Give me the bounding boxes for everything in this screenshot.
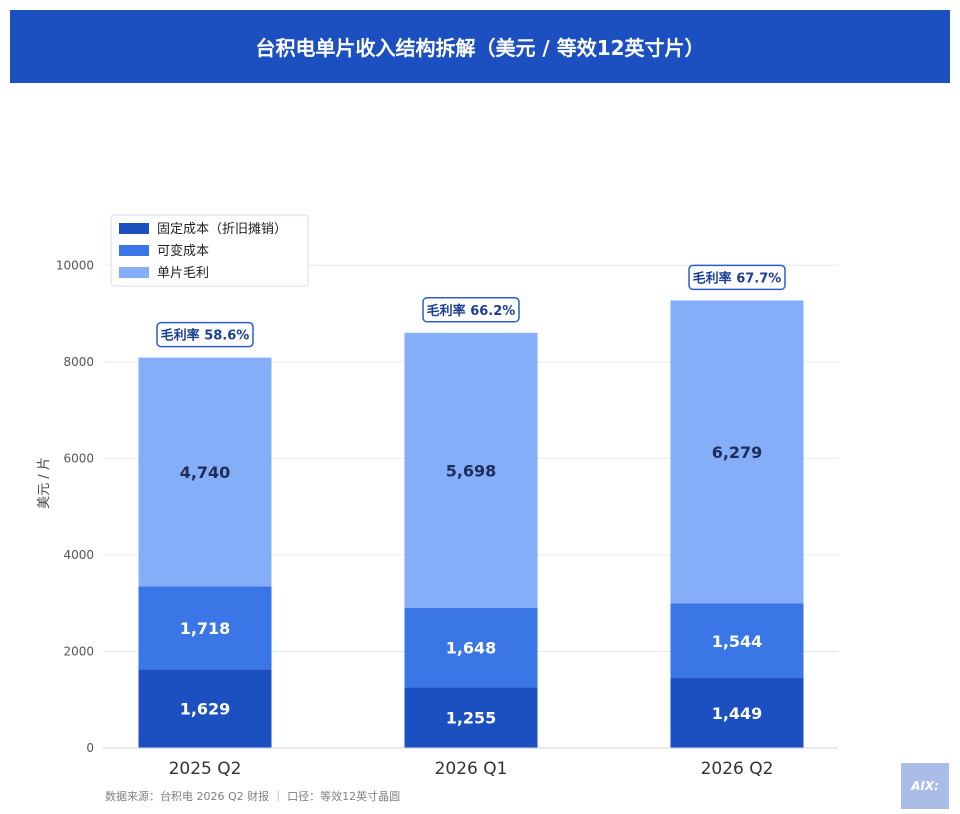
y-tick-label: 8000 bbox=[63, 355, 94, 369]
margin-badge bbox=[156, 321, 254, 348]
legend-swatch bbox=[119, 267, 149, 278]
x-tick-label: 2026 Q1 bbox=[435, 759, 508, 779]
bar-segment bbox=[138, 357, 272, 587]
legend-label: 单片毛利 bbox=[157, 266, 209, 281]
source-note: 数据来源：台积电 2026 Q2 财报 ｜ 口径：等效12英寸晶圆 bbox=[105, 790, 401, 803]
data-label: 5,698 bbox=[446, 461, 497, 480]
y-tick-label: 4000 bbox=[63, 548, 94, 562]
margin-annotation: 毛利率 66.2% bbox=[427, 303, 516, 319]
bar-segment bbox=[670, 300, 804, 604]
data-label: 1,648 bbox=[446, 639, 497, 658]
bar-segment bbox=[404, 332, 538, 608]
y-tick-label: 2000 bbox=[63, 644, 94, 658]
y-tick-label: 10000 bbox=[56, 258, 94, 272]
legend-box bbox=[110, 214, 309, 287]
bar-segment bbox=[404, 607, 538, 688]
data-label: 1,718 bbox=[180, 619, 231, 638]
data-label: 1,629 bbox=[180, 700, 231, 719]
data-label: 6,279 bbox=[712, 443, 763, 462]
legend-label: 可变成本 bbox=[157, 243, 209, 259]
y-axis-label: 美元 / 片 bbox=[37, 457, 52, 509]
legend-swatch bbox=[119, 223, 149, 234]
margin-badge bbox=[422, 297, 520, 323]
margin-annotation: 毛利率 67.7% bbox=[693, 270, 782, 286]
bar-segment bbox=[138, 669, 272, 748]
margin-badge bbox=[688, 264, 786, 291]
y-tick-label: 6000 bbox=[63, 451, 94, 465]
legend-label: 固定成本（折旧摊销） bbox=[157, 222, 287, 237]
bar-segment bbox=[670, 603, 804, 679]
x-tick-label: 2026 Q2 bbox=[701, 759, 774, 779]
margin-annotation: 毛利率 58.6% bbox=[161, 328, 250, 344]
data-label: 1,449 bbox=[712, 704, 763, 723]
bar-segment bbox=[404, 687, 538, 748]
data-label: 4,740 bbox=[180, 463, 231, 482]
chart-title: 台积电单片收入结构拆解（美元 / 等效12英寸片） bbox=[255, 36, 705, 60]
logo-text: AIX: bbox=[911, 779, 939, 793]
bar-segment bbox=[138, 586, 272, 670]
bar-segment bbox=[670, 678, 804, 748]
data-label: 1,544 bbox=[712, 632, 763, 651]
data-label: 1,255 bbox=[446, 709, 497, 728]
chart-title-bar: 台积电单片收入结构拆解（美元 / 等效12英寸片） bbox=[10, 10, 950, 83]
legend-swatch bbox=[119, 245, 149, 256]
x-tick-label: 2025 Q2 bbox=[169, 759, 242, 779]
y-tick-label: 0 bbox=[86, 741, 94, 755]
brand-logo: AIX: bbox=[901, 763, 949, 809]
